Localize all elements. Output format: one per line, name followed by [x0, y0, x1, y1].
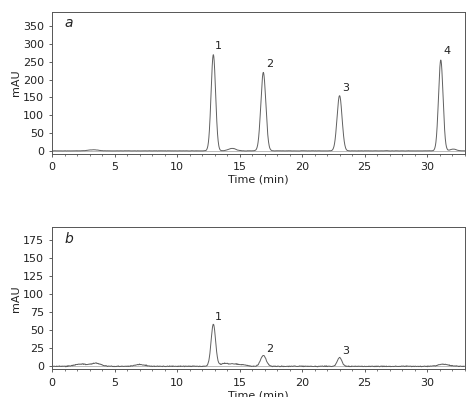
Text: 2: 2 — [266, 59, 273, 69]
Text: b: b — [64, 232, 73, 246]
Text: 3: 3 — [342, 83, 349, 93]
Text: 3: 3 — [342, 346, 349, 356]
X-axis label: Time (min): Time (min) — [228, 390, 289, 397]
X-axis label: Time (min): Time (min) — [228, 175, 289, 185]
Text: a: a — [64, 16, 73, 30]
Y-axis label: mAU: mAU — [11, 69, 21, 96]
Text: 2: 2 — [266, 344, 273, 354]
Text: 1: 1 — [215, 312, 222, 322]
Text: 4: 4 — [443, 46, 450, 56]
Y-axis label: mAU: mAU — [11, 285, 21, 312]
Text: 1: 1 — [215, 41, 222, 51]
